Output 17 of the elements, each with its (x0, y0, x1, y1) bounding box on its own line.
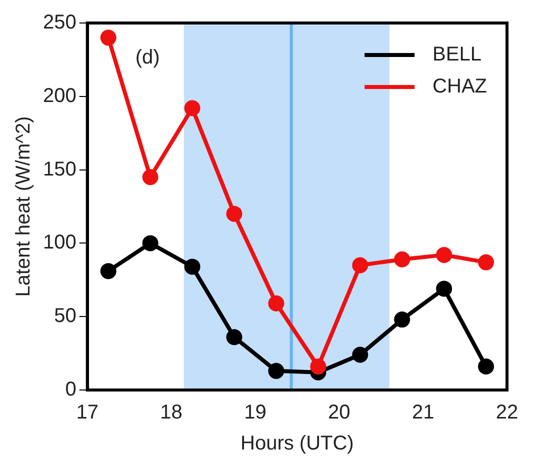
y-tick-label: 50 (54, 305, 76, 328)
y-axis-title: Latent heat (W/m^2) (12, 116, 35, 297)
y-tick-label: 150 (42, 158, 76, 180)
x-tick-label: 22 (496, 402, 518, 424)
x-tick-label: 17 (76, 402, 98, 424)
y-tick-label: 100 (42, 232, 76, 254)
x-tick-label: 20 (328, 402, 350, 424)
x-tick-label: 19 (244, 402, 266, 424)
x-axis-title: Hours (UTC) (240, 432, 354, 455)
x-tick-label: 21 (412, 402, 434, 424)
x-tick-label: 18 (160, 402, 182, 424)
y-tick-label: 250 (42, 12, 76, 34)
legend-label: BELL (432, 44, 482, 66)
legend-label: CHAZ (432, 76, 488, 98)
annotation: (d) (135, 46, 160, 69)
y-tick-label: 0 (65, 378, 76, 401)
y-tick-label: 200 (42, 84, 76, 107)
